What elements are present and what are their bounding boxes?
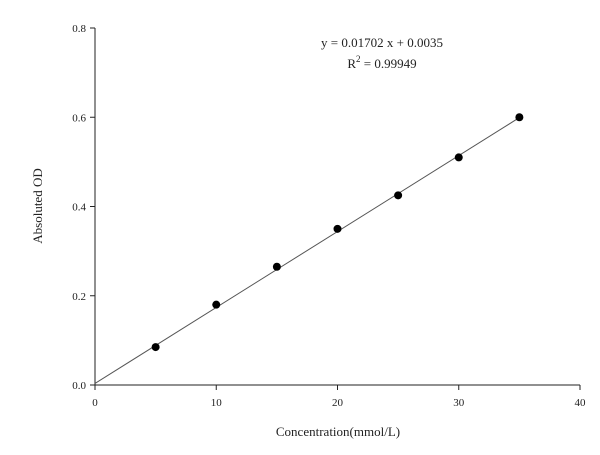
r-squared-prefix: R: [347, 56, 356, 71]
x-tick-label: 20: [332, 397, 344, 409]
x-tick-label: 0: [92, 397, 98, 409]
x-axis-title: Concentration(mmol/L): [276, 424, 400, 439]
data-point: [333, 224, 342, 233]
axes: [94, 28, 580, 386]
x-tick-label: 10: [211, 397, 223, 409]
y-axis-title: Absoluted OD: [30, 168, 45, 243]
data-point: [394, 191, 403, 200]
x-tick-label: 30: [453, 397, 465, 409]
r-squared-exponent: 2: [356, 54, 361, 64]
data-point: [212, 300, 221, 309]
fit-layer: [94, 117, 520, 384]
data-point: [272, 262, 281, 271]
points-layer: [151, 113, 524, 352]
ticks: 0 10 20 30 40 0.0 0.2 0.4 0.6 0.8: [72, 23, 586, 409]
data-point: [515, 113, 524, 122]
y-tick-label: 0.8: [72, 23, 86, 35]
r-squared-value: = 0.99949: [361, 56, 417, 71]
data-point: [151, 343, 160, 352]
data-point: [454, 153, 463, 162]
r-squared-label: R2 = 0.99949: [347, 54, 416, 71]
equation-label: y = 0.01702 x + 0.0035: [321, 35, 443, 50]
y-tick-label: 0.0: [72, 380, 86, 392]
y-tick-label: 0.4: [72, 202, 86, 214]
y-tick-label: 0.2: [72, 291, 86, 303]
fit-line: [94, 117, 520, 384]
y-tick-label: 0.6: [72, 112, 86, 124]
x-tick-label: 40: [575, 397, 587, 409]
